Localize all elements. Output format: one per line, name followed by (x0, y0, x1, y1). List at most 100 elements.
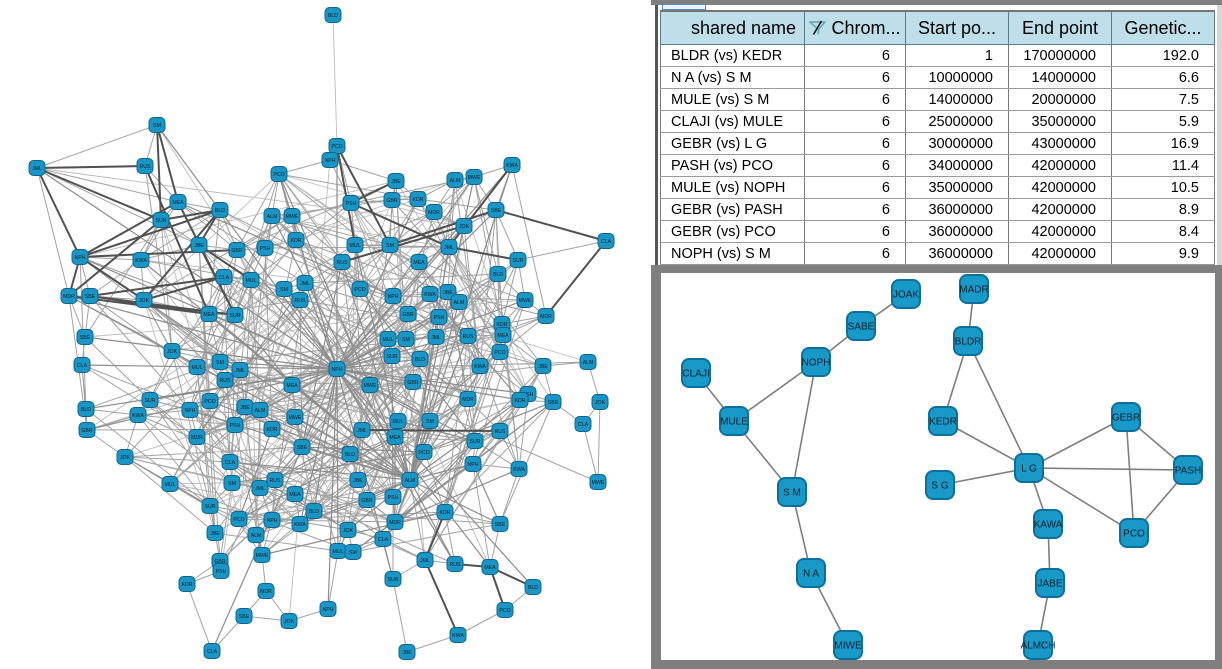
svg-text:MEA: MEA (497, 333, 509, 339)
svg-text:CLAJI: CLAJI (682, 369, 709, 380)
svg-text:CLA: CLA (578, 422, 589, 428)
svg-text:PCO: PCO (499, 608, 510, 614)
svg-text:KWA: KWA (135, 258, 147, 264)
svg-text:MUL: MUL (350, 243, 361, 249)
svg-text:PSH: PSH (346, 201, 357, 207)
svg-text:MDR: MDR (63, 294, 75, 300)
svg-text:ALM: ALM (450, 178, 461, 184)
svg-text:MDR: MDR (462, 397, 474, 403)
svg-text:CLA: CLA (207, 649, 218, 655)
svg-text:PCO: PCO (494, 350, 505, 356)
svg-text:JBE: JBE (353, 478, 363, 484)
svg-text:BLD: BLD (345, 452, 355, 458)
svg-text:SBE: SBE (495, 522, 506, 528)
svg-text:CLA: CLA (601, 239, 612, 245)
svg-text:NPH: NPH (75, 255, 86, 261)
svg-text:MUL: MUL (165, 482, 176, 488)
svg-text:RUS: RUS (463, 334, 474, 340)
svg-text:MEA: MEA (286, 383, 298, 389)
svg-text:MADR: MADR (959, 285, 988, 296)
svg-text:S G: S G (931, 481, 948, 492)
svg-text:MWE: MWE (256, 553, 269, 559)
svg-text:JOK: JOK (120, 455, 131, 461)
svg-text:JBE: JBE (210, 531, 220, 537)
svg-text:NPH: NPH (468, 462, 479, 468)
svg-text:JML: JML (235, 368, 245, 374)
svg-text:RUS: RUS (495, 429, 506, 435)
svg-text:MEA: MEA (203, 312, 215, 318)
svg-text:JBE: JBE (402, 650, 412, 656)
svg-text:MEA: MEA (389, 435, 401, 441)
svg-text:PSH: PSH (216, 569, 227, 575)
svg-text:SBE: SBE (80, 335, 91, 341)
svg-text:RUS: RUS (270, 478, 281, 484)
svg-text:JABE: JABE (1037, 579, 1062, 590)
svg-text:PSH: PSH (388, 495, 399, 501)
svg-text:RUS: RUS (295, 298, 306, 304)
svg-text:JML: JML (420, 558, 430, 564)
svg-text:JML: JML (444, 245, 454, 251)
svg-text:ALM: ALM (255, 408, 266, 414)
svg-text:JML: JML (300, 281, 310, 287)
svg-text:NPH: NPH (267, 518, 278, 524)
svg-text:KWA: KWA (474, 364, 486, 370)
svg-text:BLDR: BLDR (955, 337, 982, 348)
svg-text:MEA: MEA (413, 260, 425, 266)
svg-text:SUR: SUR (156, 218, 167, 224)
svg-text:MWE: MWE (468, 175, 481, 181)
svg-text:MWE: MWE (286, 214, 299, 220)
svg-text:KDR: KDR (440, 510, 451, 516)
svg-text:MDR: MDR (389, 520, 401, 526)
svg-text:GBR: GBR (361, 498, 372, 504)
svg-text:JOAK: JOAK (893, 290, 919, 301)
svg-text:MDR: MDR (260, 589, 272, 595)
svg-text:BLD: BLD (528, 585, 538, 591)
svg-text:SUR: SUR (387, 354, 398, 360)
svg-text:KWA: KWA (506, 163, 518, 169)
svg-text:BLD: BLD (493, 272, 503, 278)
svg-text:SUR: SUR (513, 258, 524, 264)
svg-text:SM: SM (228, 481, 236, 487)
svg-text:ALM: ALM (405, 478, 416, 484)
svg-text:SBE: SBE (239, 614, 250, 620)
svg-text:SBE: SBE (491, 208, 502, 214)
svg-text:NPH: NPH (388, 294, 399, 300)
svg-text:NPH: NPH (325, 158, 336, 164)
svg-text:NPH: NPH (185, 408, 196, 414)
svg-text:JML: JML (255, 486, 265, 492)
svg-text:PSH: PSH (230, 423, 241, 429)
svg-text:SUR: SUR (388, 577, 399, 583)
svg-text:CLA: CLA (77, 363, 88, 369)
svg-text:SABE: SABE (848, 322, 875, 333)
svg-text:JOK: JOK (167, 349, 178, 355)
svg-text:MUL: MUL (246, 278, 257, 284)
svg-text:S M: S M (783, 488, 801, 499)
svg-text:BLD: BLD (328, 13, 338, 19)
svg-text:CLA: CLA (219, 275, 230, 281)
svg-text:KDR: KDR (291, 238, 302, 244)
svg-text:SUR: SUR (470, 439, 481, 445)
svg-text:CLA: CLA (378, 537, 389, 543)
svg-text:RUS: RUS (337, 260, 348, 266)
svg-text:MWE: MWE (289, 415, 302, 421)
svg-text:MUL: MUL (383, 337, 394, 343)
svg-text:SM: SM (280, 287, 288, 293)
svg-text:CLA: CLA (225, 460, 236, 466)
svg-text:JML: JML (357, 428, 367, 434)
svg-text:GBR: GBR (386, 198, 397, 204)
svg-text:JOK: JOK (343, 528, 354, 534)
svg-text:SBE: SBE (297, 445, 308, 451)
svg-text:KAWA: KAWA (1034, 520, 1063, 531)
svg-text:NOPH: NOPH (802, 358, 831, 369)
svg-text:ALM: ALM (267, 214, 278, 220)
svg-text:JOK: JOK (459, 224, 470, 230)
svg-text:KDR: KDR (267, 427, 278, 433)
svg-text:KDR: KDR (515, 398, 526, 404)
svg-text:JBE: JBE (538, 364, 548, 370)
svg-text:JOK: JOK (284, 619, 295, 625)
svg-text:JBE: JBE (194, 243, 204, 249)
svg-text:JOK: JOK (139, 298, 150, 304)
svg-text:PSH: PSH (434, 315, 445, 321)
svg-text:KDR: KDR (497, 322, 508, 328)
svg-text:KWA: KWA (132, 413, 144, 419)
